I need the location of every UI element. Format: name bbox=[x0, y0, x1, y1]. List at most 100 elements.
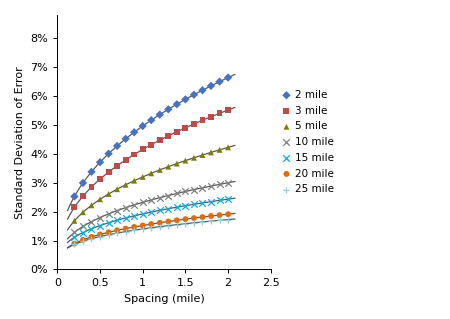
15 mile bbox=[113, 218, 121, 223]
25 mile bbox=[225, 217, 232, 222]
3 mile bbox=[105, 170, 112, 175]
20 mile bbox=[182, 217, 189, 222]
2 mile bbox=[173, 102, 180, 107]
15 mile bbox=[130, 213, 138, 219]
3 mile bbox=[182, 125, 189, 130]
25 mile bbox=[88, 236, 95, 241]
3 mile bbox=[88, 184, 95, 189]
10 mile bbox=[96, 215, 104, 220]
25 mile bbox=[105, 232, 112, 237]
5 mile bbox=[71, 218, 78, 223]
10 mile bbox=[190, 187, 198, 192]
2 mile bbox=[88, 169, 95, 174]
3 mile bbox=[130, 152, 138, 157]
10 mile bbox=[113, 208, 121, 213]
20 mile bbox=[96, 232, 104, 237]
5 mile bbox=[105, 191, 112, 197]
10 mile bbox=[88, 219, 95, 224]
10 mile bbox=[207, 183, 215, 189]
10 mile bbox=[148, 197, 155, 203]
15 mile bbox=[173, 204, 180, 210]
15 mile bbox=[88, 226, 95, 231]
5 mile bbox=[207, 150, 215, 155]
20 mile bbox=[88, 234, 95, 240]
25 mile bbox=[139, 226, 146, 232]
20 mile bbox=[139, 223, 146, 228]
2 mile bbox=[96, 160, 104, 165]
25 mile bbox=[156, 224, 163, 229]
20 mile bbox=[225, 211, 232, 217]
3 mile bbox=[199, 118, 206, 123]
10 mile bbox=[139, 200, 146, 205]
15 mile bbox=[139, 211, 146, 217]
15 mile bbox=[165, 206, 172, 211]
10 mile bbox=[130, 202, 138, 207]
10 mile bbox=[156, 195, 163, 200]
5 mile bbox=[216, 147, 223, 152]
15 mile bbox=[207, 199, 215, 204]
X-axis label: Spacing (mile): Spacing (mile) bbox=[124, 294, 204, 304]
2 mile bbox=[199, 88, 206, 93]
20 mile bbox=[199, 214, 206, 219]
20 mile bbox=[105, 230, 112, 235]
15 mile bbox=[96, 223, 104, 228]
25 mile bbox=[96, 234, 104, 239]
3 mile bbox=[173, 129, 180, 134]
25 mile bbox=[79, 239, 86, 244]
15 mile bbox=[190, 202, 198, 207]
2 mile bbox=[190, 92, 198, 97]
5 mile bbox=[130, 178, 138, 183]
2 mile bbox=[113, 144, 121, 149]
2 mile bbox=[156, 112, 163, 117]
3 mile bbox=[122, 157, 129, 162]
20 mile bbox=[156, 220, 163, 225]
2 mile bbox=[79, 180, 86, 185]
2 mile bbox=[216, 79, 223, 84]
15 mile bbox=[182, 203, 189, 208]
10 mile bbox=[225, 180, 232, 185]
5 mile bbox=[165, 164, 172, 169]
2 mile bbox=[105, 151, 112, 156]
5 mile bbox=[190, 155, 198, 160]
5 mile bbox=[96, 197, 104, 202]
2 mile bbox=[182, 97, 189, 102]
15 mile bbox=[216, 198, 223, 203]
20 mile bbox=[71, 241, 78, 246]
10 mile bbox=[182, 189, 189, 194]
10 mile bbox=[79, 224, 86, 229]
3 mile bbox=[225, 108, 232, 113]
3 mile bbox=[148, 142, 155, 147]
25 mile bbox=[190, 220, 198, 225]
20 mile bbox=[113, 228, 121, 233]
3 mile bbox=[113, 163, 121, 168]
25 mile bbox=[207, 219, 215, 224]
2 mile bbox=[148, 118, 155, 123]
2 mile bbox=[122, 136, 129, 141]
2 mile bbox=[139, 123, 146, 129]
15 mile bbox=[148, 210, 155, 215]
2 mile bbox=[71, 194, 78, 199]
5 mile bbox=[113, 187, 121, 192]
10 mile bbox=[216, 182, 223, 187]
20 mile bbox=[216, 212, 223, 218]
10 mile bbox=[105, 211, 112, 217]
15 mile bbox=[71, 235, 78, 240]
3 mile bbox=[165, 133, 172, 138]
25 mile bbox=[113, 231, 121, 236]
5 mile bbox=[148, 171, 155, 176]
25 mile bbox=[71, 242, 78, 247]
20 mile bbox=[190, 216, 198, 221]
25 mile bbox=[130, 228, 138, 233]
5 mile bbox=[173, 161, 180, 166]
25 mile bbox=[173, 222, 180, 227]
15 mile bbox=[156, 208, 163, 213]
10 mile bbox=[165, 193, 172, 198]
20 mile bbox=[207, 213, 215, 219]
2 mile bbox=[207, 83, 215, 88]
3 mile bbox=[190, 122, 198, 127]
5 mile bbox=[88, 203, 95, 208]
5 mile bbox=[79, 210, 86, 215]
3 mile bbox=[156, 137, 163, 143]
2 mile bbox=[165, 107, 172, 112]
2 mile bbox=[225, 75, 232, 80]
